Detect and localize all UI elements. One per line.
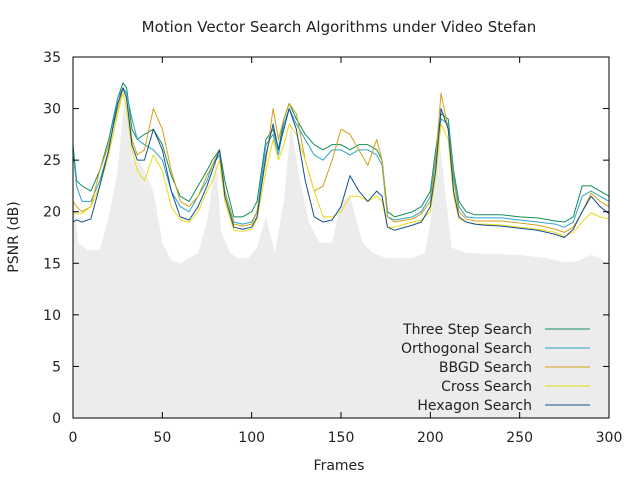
y-tick-label: 0: [52, 411, 61, 427]
legend-label: Orthogonal Search: [401, 341, 532, 357]
x-tick-label: 100: [238, 430, 265, 446]
legend-label: Three Step Search: [402, 322, 532, 338]
y-tick-label: 25: [43, 153, 61, 169]
y-tick-label: 20: [43, 205, 61, 221]
y-tick-label: 15: [43, 256, 61, 272]
series-line-hexagon-search: [72, 87, 610, 238]
chart-title: Motion Vector Search Algorithms under Vi…: [142, 18, 537, 36]
background-area: [73, 93, 609, 418]
series-line-three-step-search: [72, 82, 610, 223]
x-tick-label: 50: [153, 430, 171, 446]
x-tick-label: 300: [596, 430, 623, 446]
x-tick-label: 0: [69, 430, 78, 446]
series-line-orthogonal-search: [72, 87, 610, 228]
axes-layer: 0 50 100 150 200 250 300 0 5 10 15 20 25 30 35: [43, 50, 622, 446]
y-tick-label: 5: [52, 359, 61, 375]
series-layer: [72, 82, 610, 238]
y-tick-label: 30: [43, 102, 61, 118]
y-axis-label: PSNR (dB): [6, 201, 22, 272]
legend-label: Hexagon Search: [417, 398, 532, 414]
x-tick-label: 150: [328, 430, 355, 446]
y-tick-label: 10: [43, 308, 61, 324]
x-tick-label: 250: [506, 430, 533, 446]
legend-label: BBGD Search: [439, 360, 532, 376]
x-tick-label: 200: [417, 430, 444, 446]
y-tick-label: 35: [43, 50, 61, 66]
background-area-layer: [73, 93, 609, 418]
legend-label: Cross Search: [441, 379, 532, 395]
legend: Three Step Search Orthogonal Search BBGD S…: [401, 322, 590, 414]
x-axis-label: Frames: [314, 458, 365, 474]
